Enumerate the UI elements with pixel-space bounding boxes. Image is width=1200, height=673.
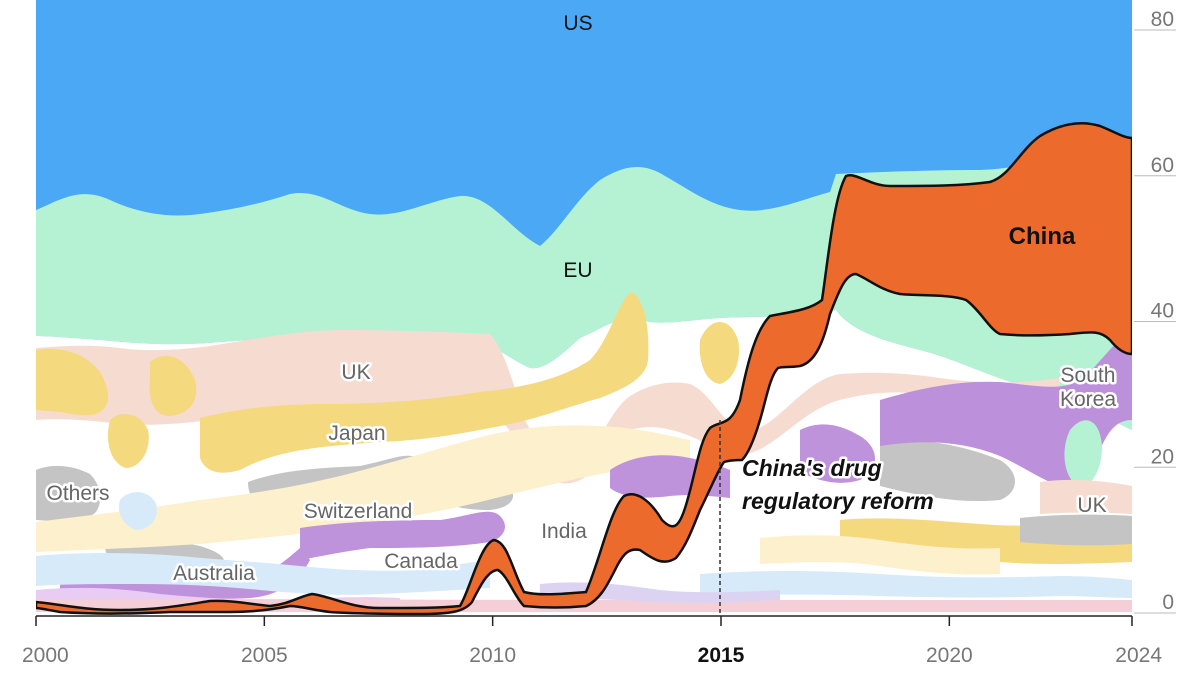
india-stream-3: [800, 424, 875, 483]
y-tick-80: 80: [1151, 8, 1174, 31]
label-uk: UK: [341, 361, 370, 384]
south-korea-stream-2: [1064, 420, 1102, 487]
annotation-line2: regulatory reform: [742, 488, 934, 514]
label-japan: Japan: [328, 422, 385, 445]
japan-stream-2: [149, 356, 197, 416]
others-stream: [36, 465, 101, 522]
x-tick-2020: 2020: [926, 644, 973, 667]
uk-stream-late: [1040, 479, 1132, 514]
japan-stream-3: [200, 292, 649, 473]
canada-stream-2: [700, 571, 1132, 598]
x-tick-2005: 2005: [241, 644, 288, 667]
label-australia: Australia: [173, 562, 255, 585]
label-south-korea-line-2: Korea: [1060, 388, 1116, 411]
switzerland-stream-2: [760, 535, 1000, 575]
annotation-line1: China's drug: [742, 455, 882, 481]
y-tick-0: 0: [1162, 591, 1174, 614]
x-tick-2015: 2015: [698, 644, 745, 667]
y-tick-60: 60: [1151, 154, 1174, 177]
canada-stream-3: [118, 492, 157, 530]
y-tick-20: 20: [1151, 445, 1174, 468]
china-stream: [36, 122, 1132, 616]
japan-stream: [36, 348, 109, 416]
y-axis: 0 20 40 60 80: [1134, 8, 1176, 614]
japan-stream-5: [107, 414, 149, 468]
x-axis: 2000 2005 2010 2015 2020 2024: [22, 616, 1162, 667]
label-india: India: [541, 520, 587, 543]
label-uk-2: UK: [1077, 494, 1106, 517]
x-tick-2000: 2000: [22, 644, 69, 667]
label-south-korea-line-1: South: [1061, 364, 1116, 387]
y-tick-40: 40: [1151, 300, 1174, 323]
x-tick-2024: 2024: [1115, 644, 1162, 667]
uk-stream: [36, 330, 1060, 484]
india-stream: [300, 511, 505, 560]
label-others: Others: [46, 482, 109, 505]
label-south-korea: South Korea: [1060, 364, 1116, 411]
label-china: China: [1009, 223, 1076, 250]
label-us: US: [563, 12, 592, 35]
others-stream-4: [880, 439, 1015, 502]
label-eu: EU: [563, 259, 592, 282]
canada-stream: [36, 553, 490, 595]
x-tick-2010: 2010: [469, 644, 516, 667]
switzerland-stream: [36, 425, 690, 552]
japan-stream-4: [699, 322, 740, 384]
label-switzerland: Switzerland: [304, 500, 413, 523]
label-canada: Canada: [384, 550, 458, 573]
others-stream-5: [1020, 514, 1132, 546]
